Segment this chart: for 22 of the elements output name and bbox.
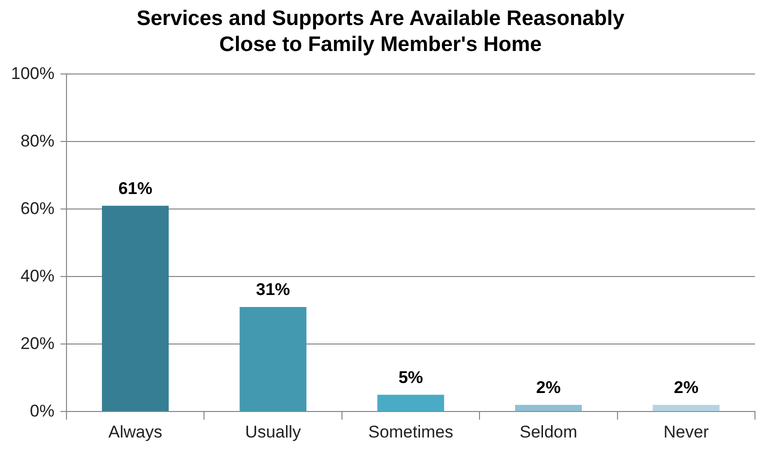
bar bbox=[102, 206, 169, 412]
x-tick-label: Always bbox=[108, 422, 162, 442]
x-tick-label: Never bbox=[663, 422, 710, 442]
data-label: 5% bbox=[398, 368, 424, 387]
bar bbox=[240, 307, 306, 412]
bar bbox=[652, 404, 720, 412]
data-label: 31% bbox=[256, 280, 290, 300]
x-tick-label: Seldom bbox=[520, 422, 578, 442]
chart-title: Services and Supports Are Available Reasonably Close to Family Member's Home bbox=[136, 6, 626, 58]
y-tick-label: 40% bbox=[20, 266, 54, 286]
y-tick-label: 80% bbox=[20, 131, 54, 150]
x-tick-label: Sometimes bbox=[368, 422, 454, 442]
data-label: 61% bbox=[118, 178, 152, 198]
x-tick-label: Usually bbox=[245, 422, 302, 442]
data-label: 2% bbox=[536, 378, 561, 398]
y-tick-label: 0% bbox=[30, 401, 54, 420]
y-tick-label: 60% bbox=[20, 198, 54, 218]
y-tick-label: 20% bbox=[20, 334, 54, 353]
bar bbox=[515, 404, 582, 412]
data-label: 2% bbox=[674, 378, 698, 398]
bar bbox=[377, 394, 444, 412]
y-tick-label: 100% bbox=[10, 64, 54, 83]
